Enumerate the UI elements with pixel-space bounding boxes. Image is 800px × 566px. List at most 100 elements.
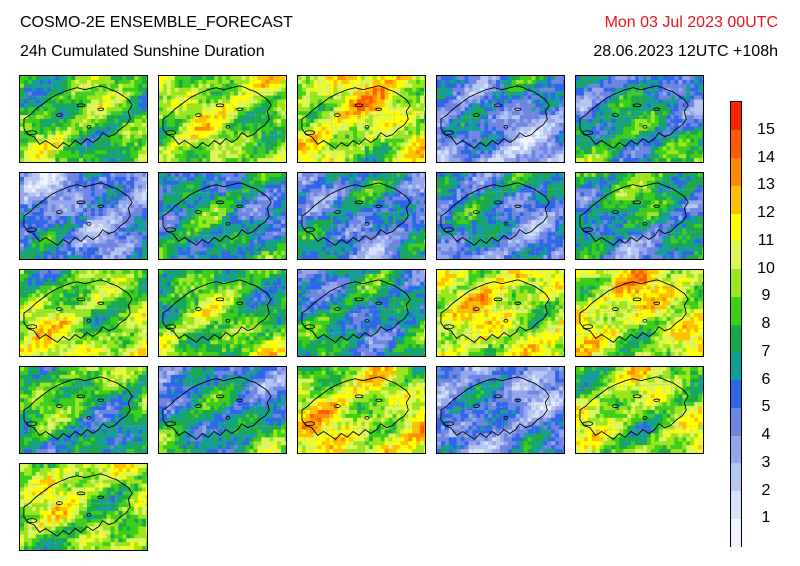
sunshine-field	[576, 173, 703, 259]
grid-line	[82, 76, 88, 162]
lake-outline	[56, 404, 63, 408]
colorbar-tick-label: 2	[761, 481, 771, 499]
lake-outline	[612, 210, 619, 214]
lake-outline	[97, 204, 105, 208]
country-border	[440, 279, 550, 343]
ensemble-member-map	[297, 75, 426, 163]
lake-outline	[632, 297, 642, 302]
colorbar-segment	[731, 490, 741, 519]
grid-line	[114, 173, 119, 259]
grid-line	[20, 306, 147, 314]
lake-outline	[632, 394, 642, 399]
sunshine-field	[20, 76, 147, 162]
grid-line	[638, 367, 644, 453]
country-border	[440, 182, 550, 246]
grid-line	[221, 367, 227, 453]
colorbar-tick-label: 1	[761, 509, 771, 527]
grid-line	[298, 425, 425, 432]
colorbar-segment	[731, 435, 741, 464]
grid-line	[329, 173, 334, 259]
grid-line	[20, 328, 147, 335]
lake-outline	[653, 301, 661, 305]
grid-line	[298, 403, 425, 411]
grid-line	[468, 173, 473, 259]
grid-line	[253, 270, 258, 356]
colorbar-tick-label: 4	[761, 426, 771, 443]
grid-line	[576, 231, 703, 238]
lake-outline	[236, 301, 244, 305]
lake-outline	[86, 124, 92, 129]
grid-line	[190, 270, 195, 356]
sunshine-field	[298, 367, 425, 453]
grid-line	[20, 522, 147, 529]
sunshine-field	[20, 464, 147, 550]
grid-line	[437, 306, 564, 314]
grid-line	[20, 500, 147, 508]
country-border	[301, 279, 411, 343]
ensemble-member-map	[158, 172, 287, 260]
grid-line	[190, 173, 195, 259]
grid-line	[670, 76, 675, 162]
country-border	[579, 279, 689, 343]
grid-line	[298, 328, 425, 335]
grid-line	[499, 367, 505, 453]
lake-outline	[26, 324, 38, 330]
grid-line	[607, 367, 612, 453]
grid-line	[329, 76, 334, 162]
grid-line	[437, 91, 564, 98]
colorbar-segment	[731, 324, 741, 353]
lake-outline	[195, 404, 202, 408]
grid-line	[20, 425, 147, 432]
grid-line	[51, 367, 56, 453]
lake-outline	[225, 415, 231, 420]
grid-line	[437, 382, 564, 389]
ensemble-member-map	[19, 463, 148, 551]
ensemble-member-map	[436, 366, 565, 454]
colorbar-tick-label: 12	[757, 204, 775, 221]
grid-line	[159, 209, 286, 217]
country-border	[162, 182, 272, 246]
grid-line	[437, 328, 564, 335]
lake-outline	[443, 324, 455, 330]
lake-outline	[375, 107, 383, 111]
grid-line	[576, 328, 703, 335]
grid-line	[221, 76, 227, 162]
lake-outline	[334, 404, 341, 408]
sunshine-field	[159, 173, 286, 259]
grid-line	[20, 209, 147, 217]
grid-line	[298, 134, 425, 141]
sunshine-field	[437, 367, 564, 453]
lake-outline	[612, 404, 619, 408]
lake-outline	[364, 415, 370, 420]
ensemble-member-map	[158, 75, 287, 163]
lake-outline	[375, 204, 383, 208]
sunshine-field	[576, 76, 703, 162]
sunshine-field	[159, 76, 286, 162]
lake-outline	[612, 307, 619, 311]
grid-line	[576, 425, 703, 432]
lake-outline	[364, 221, 370, 226]
ensemble-member-map	[297, 269, 426, 357]
lake-outline	[76, 297, 86, 302]
lake-outline	[165, 421, 177, 427]
lake-outline	[514, 107, 522, 111]
lake-outline	[236, 204, 244, 208]
grid-line	[607, 173, 612, 259]
grid-line	[360, 76, 366, 162]
ensemble-member-map	[297, 172, 426, 260]
grid-line	[437, 188, 564, 195]
ensemble-member-map	[19, 75, 148, 163]
lake-outline	[86, 221, 92, 226]
grid-line	[20, 231, 147, 238]
grid-line	[468, 270, 473, 356]
grid-line	[499, 173, 505, 259]
grid-line	[392, 76, 397, 162]
grid-line	[576, 403, 703, 411]
grid-line	[638, 270, 644, 356]
grid-line	[20, 285, 147, 292]
lake-outline	[443, 227, 455, 233]
grid-line	[190, 76, 195, 162]
grid-line	[51, 270, 56, 356]
grid-line	[437, 285, 564, 292]
lake-outline	[493, 297, 503, 302]
